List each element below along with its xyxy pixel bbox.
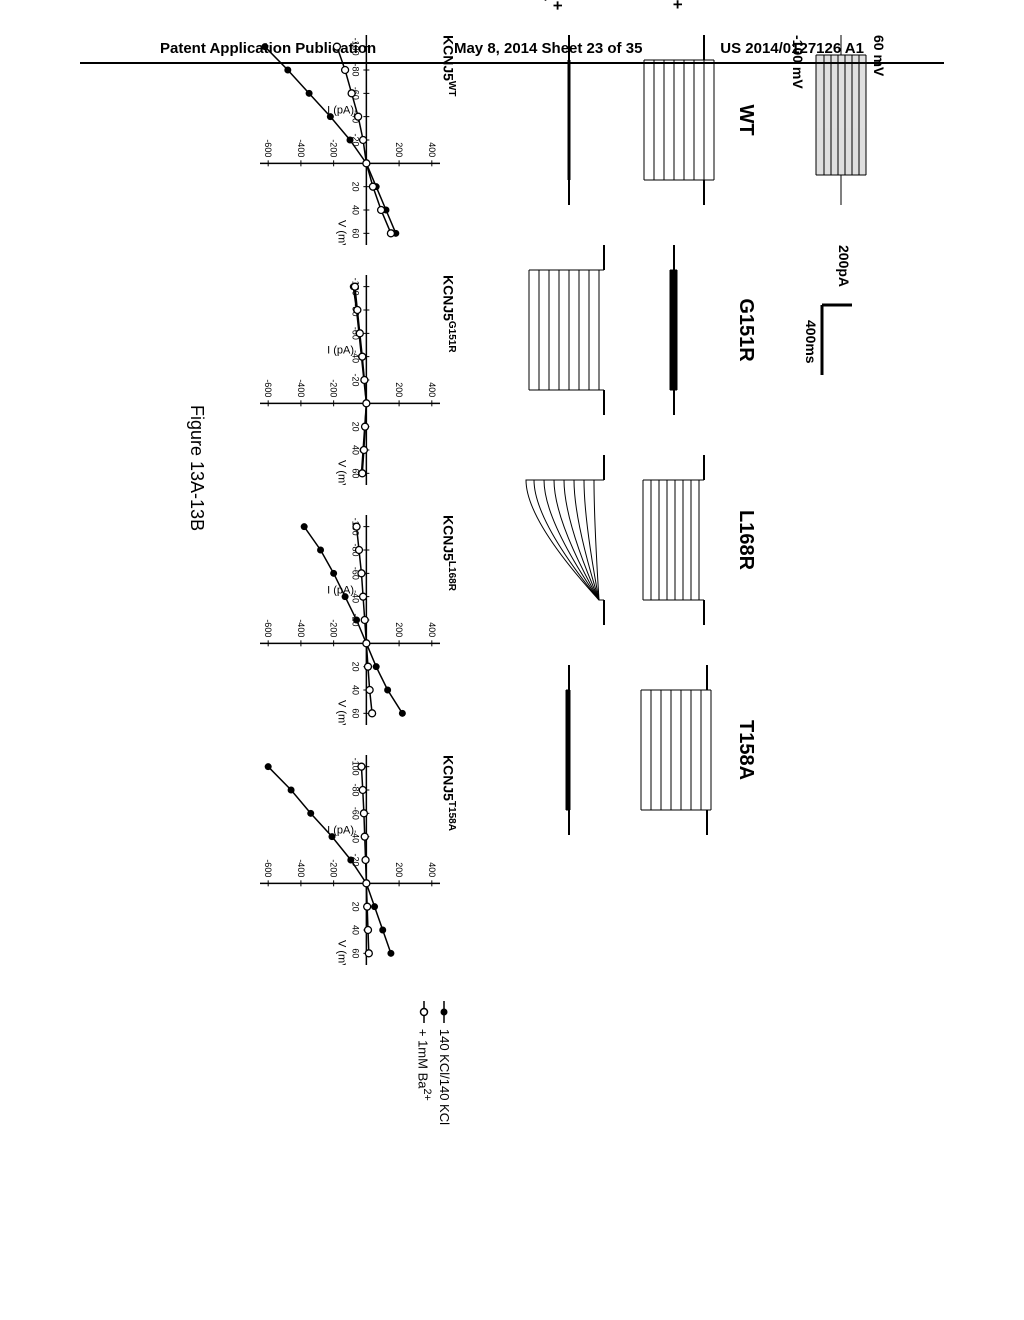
svg-text:V (mV): V (mV) <box>336 220 348 245</box>
variant-g151r: G151R <box>734 298 757 361</box>
page: Patent Application Publication May 8, 20… <box>0 0 1024 1320</box>
iv-plot-g151r: KCNJ5G151R -100-80-60-40-20204060400200-… <box>255 275 457 485</box>
svg-text:V (mV): V (mV) <box>336 940 348 965</box>
svg-text:-600: -600 <box>264 379 274 397</box>
svg-text:-100: -100 <box>351 38 361 56</box>
svg-text:400: 400 <box>427 622 437 637</box>
svg-text:-400: -400 <box>296 619 306 637</box>
trace-col-wt: WT <box>524 35 757 205</box>
iv-svg-g151r: -100-80-60-40-20204060400200-200-400-600… <box>260 275 440 485</box>
svg-text:20: 20 <box>351 422 361 432</box>
variant-l168r: L168R <box>734 510 757 570</box>
iv-plot-t158a: KCNJ5T158A -100-80-60-40-20204060400200-… <box>255 755 457 965</box>
scale-y-label: 200pA <box>836 245 852 287</box>
svg-text:20: 20 <box>351 662 361 672</box>
row-label-k: K+ <box>658 0 687 9</box>
svg-text:20: 20 <box>351 182 361 192</box>
scale-bar: 200pA 400ms <box>802 295 857 395</box>
svg-text:V (mV): V (mV) <box>336 460 348 485</box>
svg-text:-600: -600 <box>264 619 274 637</box>
iv-title-wt: KCNJ5WT <box>440 35 457 245</box>
svg-text:V (mV): V (mV) <box>336 700 348 725</box>
row-label-na: Na+ <box>538 0 567 10</box>
iv-container: KCNJ5WT -100-80-60-40-20204060400200-200… <box>255 35 457 965</box>
trace-g151r-k <box>629 245 719 415</box>
legend-item-open: + 1mM Ba2+ <box>416 1001 433 1125</box>
trace-wt-na <box>524 35 614 205</box>
svg-text:200: 200 <box>394 862 404 877</box>
variant-t158a: T158A <box>734 720 757 780</box>
voltage-protocol: 60 mV -100 mV <box>790 35 887 205</box>
svg-text:-200: -200 <box>329 379 339 397</box>
scale-x-label: 400ms <box>803 320 819 364</box>
trace-g151r-na <box>524 245 614 415</box>
svg-text:I (pA): I (pA) <box>327 344 354 356</box>
trace-col-t158a: T158A <box>524 665 757 835</box>
protocol-bottom-mv: -100 mV <box>790 35 806 205</box>
trace-t158a-k <box>629 665 719 835</box>
variant-wt: WT <box>734 104 757 135</box>
svg-text:60: 60 <box>351 948 361 958</box>
svg-text:200: 200 <box>394 142 404 157</box>
svg-text:-200: -200 <box>329 619 339 637</box>
svg-text:400: 400 <box>427 862 437 877</box>
svg-text:-80: -80 <box>351 63 361 76</box>
svg-text:-20: -20 <box>351 373 361 386</box>
iv-svg-t158a: -100-80-60-40-20204060400200-200-400-600… <box>260 755 440 965</box>
svg-text:-400: -400 <box>296 139 306 157</box>
traces-container: WT G151R L168R T158A <box>524 35 757 835</box>
svg-text:40: 40 <box>351 925 361 935</box>
svg-text:60: 60 <box>351 708 361 718</box>
figure-rotated: A 60 mV -100 mV <box>137 0 887 1075</box>
svg-text:40: 40 <box>351 685 361 695</box>
trace-col-l168r: L168R <box>524 455 757 625</box>
svg-text:-200: -200 <box>329 139 339 157</box>
svg-text:60: 60 <box>351 228 361 238</box>
legend: 140 KCl/140 KCl + 1mM Ba2+ <box>416 1001 452 1125</box>
svg-text:-600: -600 <box>264 859 274 877</box>
iv-title-l168r: KCNJ5L168R <box>440 515 457 725</box>
legend-open-label: + 1mM Ba2+ <box>416 1029 433 1101</box>
svg-text:200: 200 <box>394 622 404 637</box>
legend-filled-label: 140 KCl/140 KCl <box>437 1029 452 1125</box>
iv-title-t158a: KCNJ5T158A <box>440 755 457 965</box>
iv-svg-wt: -100-80-60-40-20204060400200-200-400-600… <box>260 35 440 245</box>
iv-title-g151r: KCNJ5G151R <box>440 275 457 485</box>
iv-svg-l168r: -100-80-60-40-20204060400200-200-400-600… <box>260 515 440 725</box>
iv-plot-wt: KCNJ5WT -100-80-60-40-20204060400200-200… <box>255 35 457 245</box>
svg-text:400: 400 <box>427 382 437 397</box>
svg-text:200: 200 <box>394 382 404 397</box>
trace-col-g151r: G151R <box>524 245 757 415</box>
trace-l168r-na <box>524 455 614 625</box>
svg-text:400: 400 <box>427 142 437 157</box>
svg-text:40: 40 <box>351 445 361 455</box>
svg-text:-200: -200 <box>329 859 339 877</box>
protocol-top-mv: 60 mV <box>871 35 887 205</box>
trace-t158a-na <box>524 665 614 835</box>
svg-text:-400: -400 <box>296 859 306 877</box>
iv-plot-l168r: KCNJ5L168R -100-80-60-40-20204060400200-… <box>255 515 457 725</box>
protocol-svg <box>811 35 871 205</box>
figure-caption: Figure 13A-13B <box>186 405 207 531</box>
trace-l168r-k <box>629 455 719 625</box>
svg-text:20: 20 <box>351 902 361 912</box>
svg-text:-60: -60 <box>351 807 361 820</box>
svg-text:-600: -600 <box>264 139 274 157</box>
svg-text:-400: -400 <box>296 379 306 397</box>
legend-item-filled: 140 KCl/140 KCl <box>437 1001 452 1125</box>
trace-wt-k <box>629 35 719 205</box>
svg-text:40: 40 <box>351 205 361 215</box>
